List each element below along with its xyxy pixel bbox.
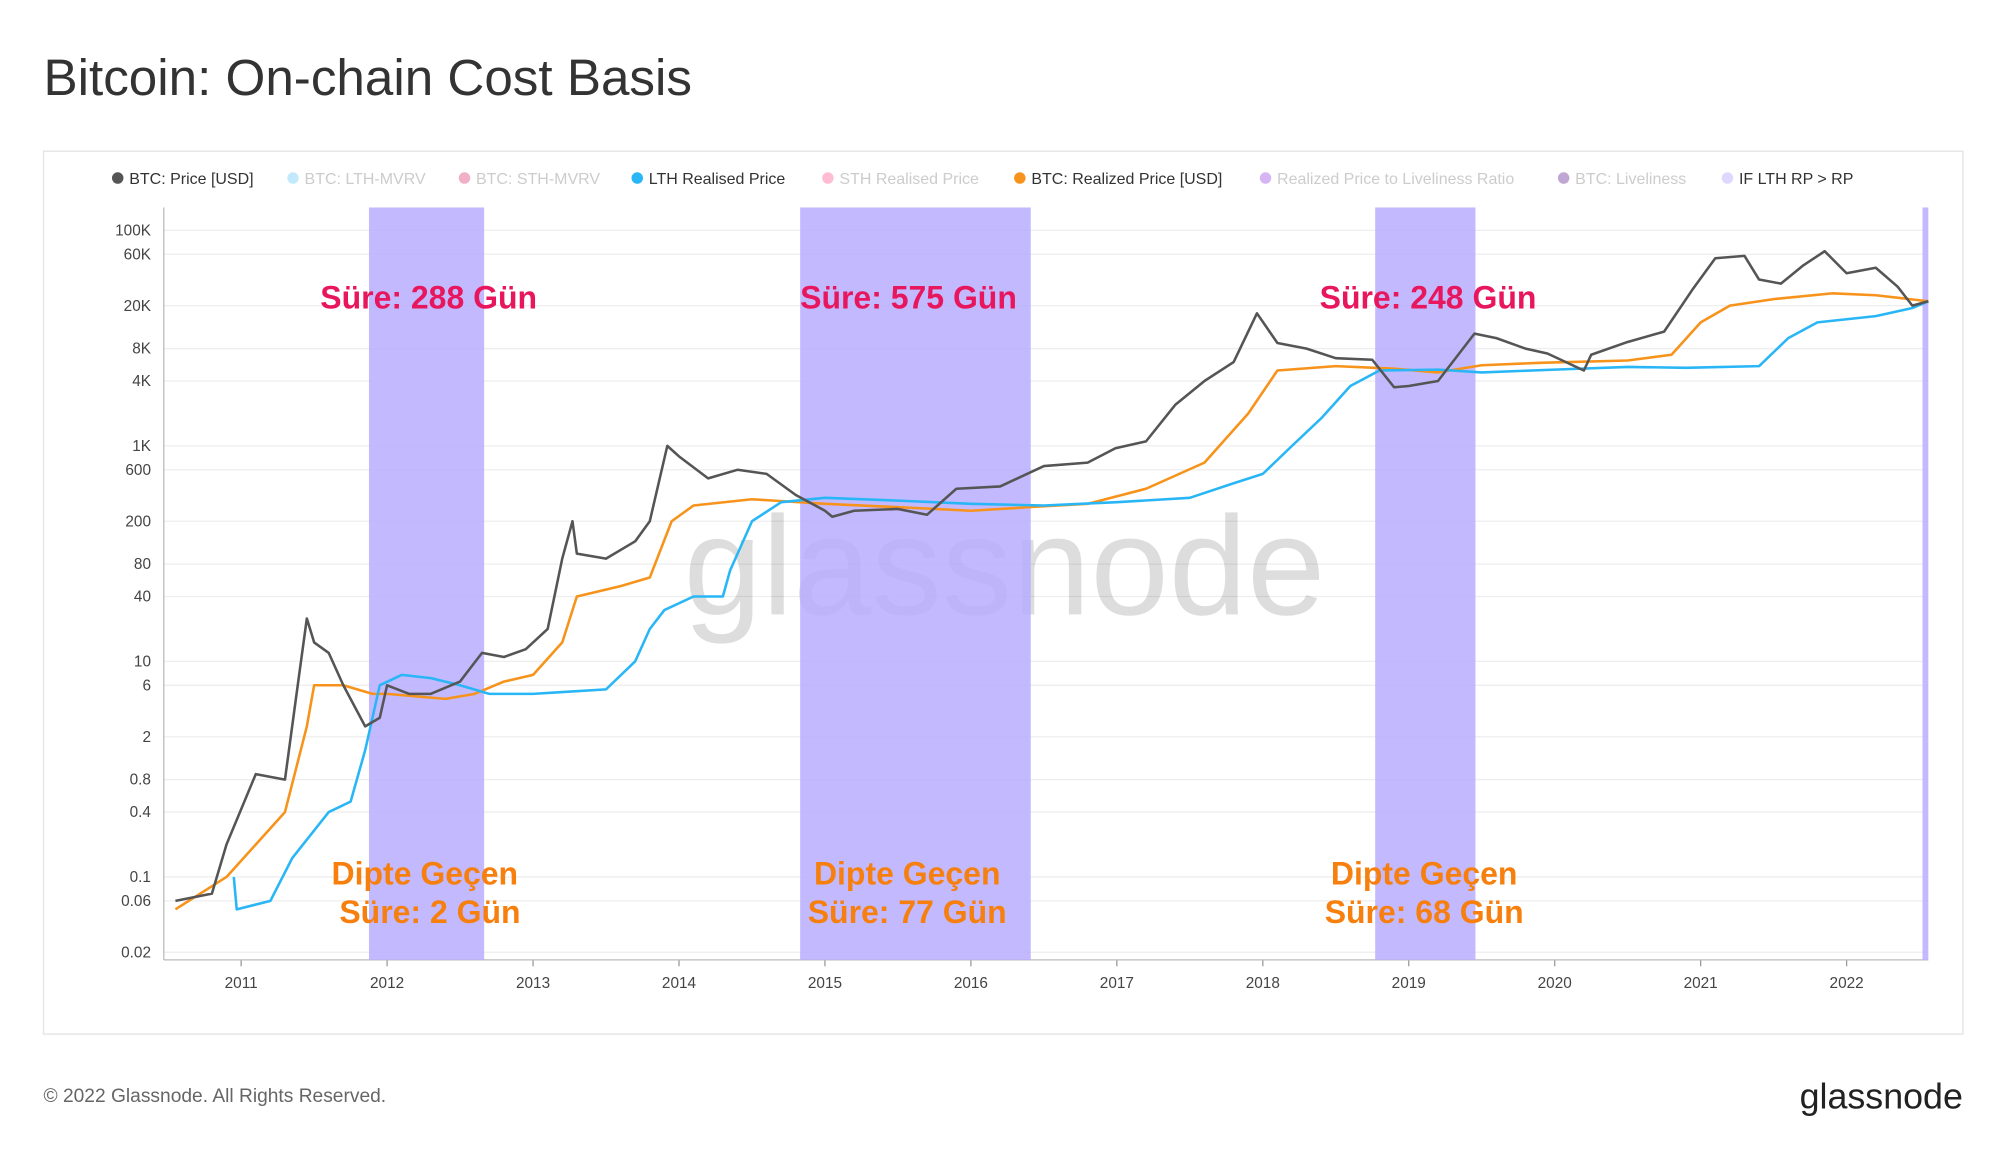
legend-marker	[458, 172, 471, 184]
y-tick-label: 600	[125, 462, 151, 479]
y-tick-label: 0.02	[121, 944, 151, 961]
x-tick-label: 2016	[954, 975, 988, 992]
legend-label: STH Realised Price	[839, 171, 979, 188]
legend-marker	[822, 172, 834, 184]
annotation: Süre: 77 Gün	[808, 894, 1007, 930]
annotation: Süre: 2 Gün	[339, 894, 520, 930]
shaded-region	[368, 207, 485, 960]
x-tick-label: 2018	[1246, 975, 1280, 992]
y-tick-label: 2	[142, 729, 151, 746]
annotation: Süre: 68 Gün	[1325, 894, 1524, 930]
x-tick-label: 2014	[662, 975, 697, 992]
x-tick-label: 2012	[370, 975, 404, 992]
y-tick-label: 0.06	[121, 893, 151, 910]
plot: 100K 60K 20K 8K 4K 1K 600 200 80 40 10 6 2 0.8 0.4 0.1 0…	[111, 172, 1929, 992]
legend-marker	[1557, 172, 1570, 184]
series-line	[174, 292, 1929, 911]
y-tick-label: 4K	[132, 373, 152, 390]
chart-title: Bitcoin: On-chain Cost Basis	[44, 49, 692, 106]
legend-label: BTC: LTH-MVRV	[305, 171, 426, 188]
annotation: Süre: 288 Gün	[320, 280, 537, 316]
y-tick-label: 8K	[132, 341, 152, 358]
annotation: Dipte Geçen	[1331, 855, 1518, 891]
x-tick-label: 2019	[1392, 975, 1426, 992]
legend-label: BTC: Liveliness	[1575, 171, 1686, 188]
y-tick-label: 20K	[124, 298, 152, 315]
legend-label: BTC: Price [USD]	[129, 171, 253, 188]
legend-label: LTH Realised Price	[649, 171, 786, 188]
legend-marker	[631, 172, 643, 184]
legend-marker	[1014, 172, 1026, 184]
legend-marker	[1721, 172, 1734, 184]
x-tick-label: 2013	[516, 975, 550, 992]
annotation: Dipte Geçen	[814, 855, 1001, 891]
legend-marker	[287, 172, 299, 184]
x-tick-label: 2020	[1538, 975, 1572, 992]
legend-label: BTC: Realized Price [USD]	[1031, 171, 1222, 188]
x-tick-label: 2015	[808, 975, 842, 992]
legend-marker	[111, 172, 124, 184]
logo: glassnode	[1800, 1076, 1963, 1116]
annotation: Süre: 248 Gün	[1320, 280, 1537, 316]
x-tick-label: 2017	[1100, 975, 1134, 992]
y-tick-label: 0.4	[130, 804, 152, 821]
y-tick-label: 40	[134, 589, 151, 606]
y-tick-label: 60K	[124, 246, 152, 263]
y-tick-label: 10	[134, 654, 151, 671]
x-tick-label: 2011	[225, 975, 258, 992]
legend-label: Realized Price to Liveliness Ratio	[1277, 171, 1514, 188]
annotation: Süre: 575 Gün	[800, 280, 1017, 316]
x-tick-label: 2021	[1684, 975, 1718, 992]
y-tick-label: 6	[142, 677, 151, 694]
series-line	[175, 249, 1929, 903]
y-tick-label: 100K	[115, 222, 152, 239]
shaded-region	[1375, 207, 1476, 960]
y-tick-label: 200	[125, 513, 151, 530]
y-tick-label: 0.1	[130, 869, 151, 886]
copyright: © 2022 Glassnode. All Rights Reserved.	[44, 1086, 387, 1107]
legend-label: BTC: STH-MVRV	[476, 171, 600, 188]
x-tick-label: 2022	[1830, 975, 1864, 992]
shaded-region	[800, 207, 1031, 960]
legend-marker	[1259, 172, 1272, 184]
legend-label: IF LTH RP > RP	[1739, 171, 1853, 188]
y-tick-label: 80	[134, 556, 151, 573]
shaded-region	[1922, 207, 1929, 960]
y-tick-label: 1K	[132, 438, 152, 455]
y-tick-label: 0.8	[130, 772, 151, 789]
annotation: Dipte Geçen	[332, 855, 519, 891]
